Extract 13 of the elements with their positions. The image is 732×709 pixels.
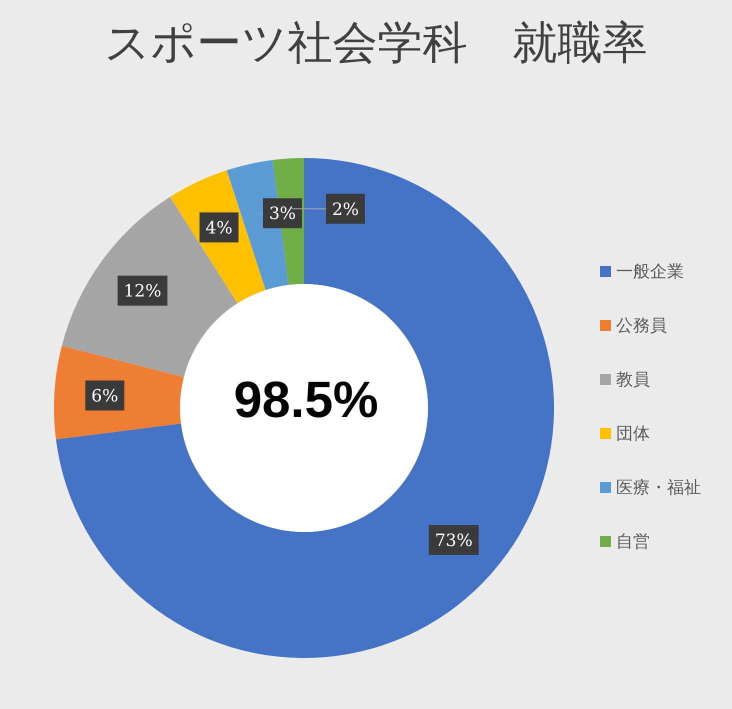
data-label: 4% [206,218,233,238]
data-label: 2% [332,200,359,220]
data-label: 12% [124,282,162,302]
legend-label: 教員 [616,370,650,390]
legend-label: 医療・福祉 [616,478,701,498]
legend-label: 公務員 [616,316,667,336]
center-annotation: 98.5% [180,284,428,532]
chart-title: スポーツ社会学科 就職率 [104,16,648,69]
data-label: 6% [91,386,118,406]
legend-label: 団体 [616,424,650,444]
legend-label: 一般企業 [616,262,684,282]
legend-label: 自営 [616,532,650,552]
data-label: 73% [434,531,473,551]
